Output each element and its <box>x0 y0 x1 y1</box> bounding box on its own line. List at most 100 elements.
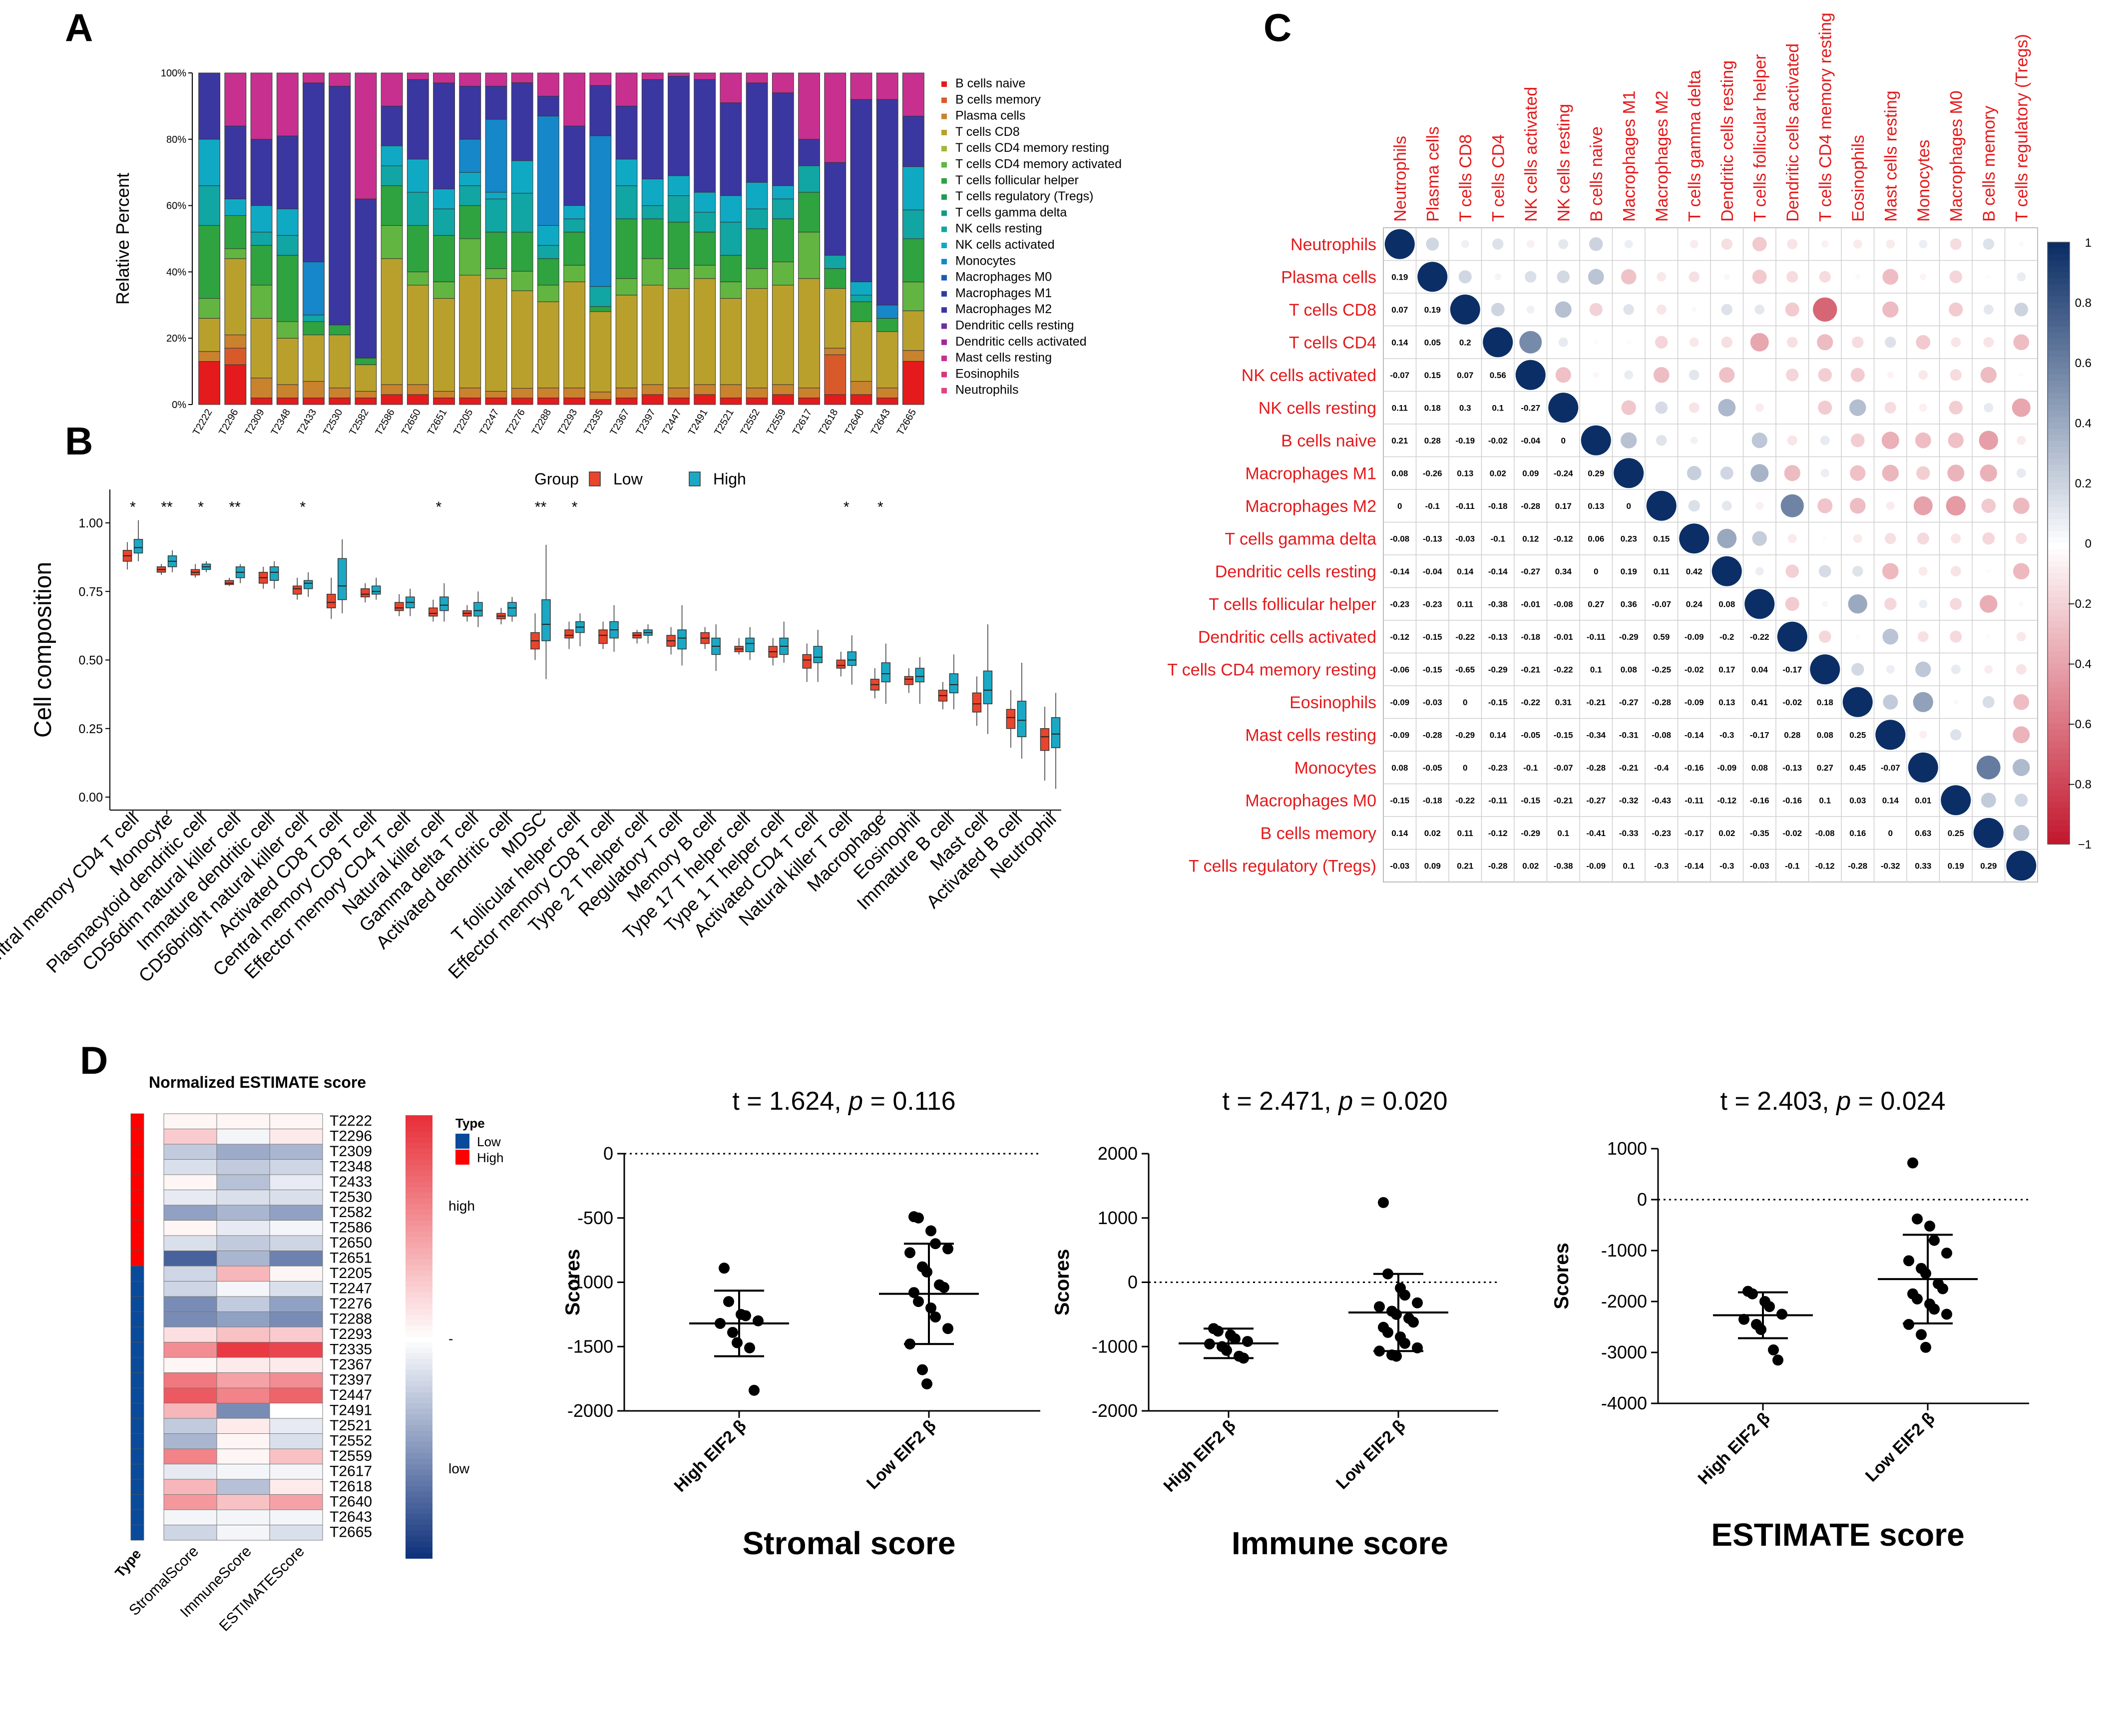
c-col-label: Monocytes <box>1914 140 1933 222</box>
c-corr-value: 0.08 <box>1621 665 1637 674</box>
b-box-low-box <box>326 593 336 608</box>
d-heat-cell <box>269 1220 323 1236</box>
b-legend-label-high: High <box>713 470 746 488</box>
a-bar-segment <box>224 248 247 259</box>
d-type-cell <box>130 1387 144 1403</box>
a-bar-segment <box>694 384 716 395</box>
c-corr-circle <box>1417 262 1448 292</box>
b-y-tick-label: 0.50 <box>78 654 103 668</box>
c-corr-value: 0.23 <box>1621 534 1637 543</box>
a-legend-swatch <box>941 356 947 362</box>
c-corr-value: -0.03 <box>1455 534 1475 543</box>
d-data-point <box>1772 1354 1783 1366</box>
c-corr-circle <box>1555 367 1571 383</box>
a-bar-segment <box>485 391 507 399</box>
c-colorbar-step <box>2048 645 2070 652</box>
c-corr-value: -0.28 <box>1488 861 1508 870</box>
d-scale-step <box>406 1182 432 1188</box>
c-corr-value: -0.23 <box>1390 599 1409 609</box>
c-corr-circle <box>1655 336 1668 349</box>
c-corr-circle <box>1980 464 1997 482</box>
panel-letter-d: D <box>80 1038 108 1082</box>
d-type-legend-low-swatch <box>455 1134 469 1149</box>
a-bar-segment <box>772 285 794 385</box>
d-scale-step <box>406 1215 432 1221</box>
a-bar-segment <box>876 305 898 319</box>
a-bar-segment <box>668 288 690 389</box>
c-col-label: Dendritic cells activated <box>1783 43 1802 222</box>
c-corr-circle <box>1886 239 1895 249</box>
a-bar-segment <box>407 72 429 80</box>
c-corr-circle <box>1817 334 1833 351</box>
c-corr-circle <box>2013 563 2030 580</box>
c-corr-value: -0.1 <box>1425 501 1440 511</box>
c-corr-circle <box>1581 425 1611 455</box>
c-colorbar-step <box>2048 748 2070 755</box>
c-colorbar-step <box>2048 363 2070 370</box>
c-corr-circle <box>1886 501 1895 510</box>
d-scale-step <box>406 1458 432 1465</box>
c-corr-value: 0 <box>1594 567 1598 576</box>
c-corr-circle <box>1656 434 1667 446</box>
a-bar-segment <box>407 384 429 395</box>
c-corr-value: -0.21 <box>1619 763 1639 773</box>
c-corr-circle <box>1785 597 1799 611</box>
c-corr-value: 0.19 <box>1948 861 1964 870</box>
c-corr-circle <box>1850 368 1865 382</box>
c-corr-circle <box>1882 269 1899 285</box>
d-scale-step <box>406 1547 432 1553</box>
d-heat-cell <box>163 1418 217 1434</box>
c-corr-circle <box>1623 304 1635 315</box>
c-row-label: T cells CD4 memory resting <box>1167 660 1376 679</box>
d-y-tick-label: 2000 <box>1098 1143 1138 1164</box>
a-bar-segment <box>250 378 273 399</box>
b-significance-mark: * <box>572 499 578 515</box>
d-data-point <box>921 1378 932 1389</box>
c-corr-circle <box>1916 335 1931 350</box>
d-y-tick-label: -1500 <box>567 1336 613 1356</box>
c-colorbar-step <box>2048 423 2070 430</box>
d-heat-row-label: T2247 <box>330 1281 372 1297</box>
c-corr-circle <box>1986 275 1991 279</box>
c-corr-circle <box>1744 589 1775 619</box>
c-colorbar-step <box>2048 302 2070 309</box>
d-scale-step <box>406 1254 432 1260</box>
c-corr-value: 0.1 <box>1492 403 1504 413</box>
d-scale-step <box>406 1176 432 1183</box>
c-corr-circle <box>1721 500 1732 511</box>
a-bar-segment <box>276 72 299 136</box>
c-corr-value: -0.33 <box>1619 829 1639 838</box>
c-corr-circle <box>1624 240 1633 249</box>
a-bar-segment <box>433 298 455 392</box>
b-box-high-box <box>983 670 993 705</box>
d-heat-row-label: T2309 <box>330 1143 372 1160</box>
a-bar-segment <box>407 394 429 405</box>
c-corr-circle <box>1653 367 1670 383</box>
d-stat-p-value: = 0.020 <box>1353 1087 1447 1116</box>
c-corr-value: 0.34 <box>1555 567 1572 576</box>
d-data-point <box>938 1282 949 1293</box>
c-corr-value: -0.02 <box>1782 829 1802 838</box>
c-corr-circle <box>1949 401 1963 415</box>
c-col-label: B cells memory <box>1980 106 1999 222</box>
c-corr-circle <box>1589 303 1603 316</box>
c-row-label: Macrophages M2 <box>1245 497 1376 516</box>
a-bar-segment <box>563 281 586 389</box>
c-corr-circle <box>1851 434 1865 447</box>
c-row-label: T cells CD8 <box>1289 301 1376 320</box>
c-corr-circle <box>1852 336 1864 348</box>
c-corr-circle <box>1949 302 1963 317</box>
c-corr-circle <box>1919 599 1928 608</box>
c-corr-value: 0 <box>1463 763 1467 773</box>
a-bar-segment <box>798 388 820 399</box>
c-colorbar-step <box>2048 675 2070 682</box>
c-corr-circle <box>1979 431 1998 450</box>
d-stat-title: t = 1.624, p = 0.116 <box>732 1087 955 1116</box>
a-bar-segment <box>276 135 299 209</box>
c-corr-value: 0.07 <box>1391 305 1408 315</box>
c-corr-value: -0.28 <box>1586 763 1606 773</box>
a-bar-segment <box>668 72 690 77</box>
c-corr-value: 0.14 <box>1457 567 1474 576</box>
c-corr-circle <box>1555 301 1572 318</box>
d-heat-cell <box>269 1403 323 1419</box>
